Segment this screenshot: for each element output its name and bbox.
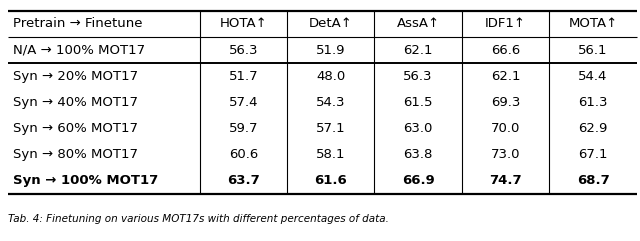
- Text: 66.9: 66.9: [402, 174, 435, 187]
- Text: IDF1↑: IDF1↑: [485, 17, 526, 30]
- Text: 63.7: 63.7: [227, 174, 260, 187]
- Text: 62.1: 62.1: [403, 44, 433, 57]
- Text: Syn → 40% MOT17: Syn → 40% MOT17: [13, 96, 138, 109]
- Text: 67.1: 67.1: [579, 148, 608, 161]
- Text: 51.7: 51.7: [228, 70, 258, 83]
- Text: 73.0: 73.0: [491, 148, 520, 161]
- Text: Pretrain → Finetune: Pretrain → Finetune: [13, 17, 142, 30]
- Text: Syn → 100% MOT17: Syn → 100% MOT17: [13, 174, 158, 187]
- Text: 69.3: 69.3: [491, 96, 520, 109]
- Text: Syn → 60% MOT17: Syn → 60% MOT17: [13, 122, 138, 135]
- Text: Syn → 80% MOT17: Syn → 80% MOT17: [13, 148, 138, 161]
- Text: 70.0: 70.0: [491, 122, 520, 135]
- Text: 61.3: 61.3: [579, 96, 608, 109]
- Text: 56.3: 56.3: [228, 44, 258, 57]
- Text: HOTA↑: HOTA↑: [220, 17, 267, 30]
- Text: AssA↑: AssA↑: [397, 17, 440, 30]
- Text: 58.1: 58.1: [316, 148, 346, 161]
- Text: 56.1: 56.1: [579, 44, 608, 57]
- Text: 57.4: 57.4: [228, 96, 258, 109]
- Text: Syn → 20% MOT17: Syn → 20% MOT17: [13, 70, 138, 83]
- Text: 63.0: 63.0: [403, 122, 433, 135]
- Text: 59.7: 59.7: [228, 122, 258, 135]
- Text: 48.0: 48.0: [316, 70, 346, 83]
- Text: 62.9: 62.9: [579, 122, 608, 135]
- Text: 54.4: 54.4: [579, 70, 608, 83]
- Text: 54.3: 54.3: [316, 96, 346, 109]
- Text: Tab. 4: Finetuning on various MOT17s with different percentages of data.: Tab. 4: Finetuning on various MOT17s wit…: [8, 214, 388, 224]
- Text: 74.7: 74.7: [490, 174, 522, 187]
- Text: MOTA↑: MOTA↑: [568, 17, 618, 30]
- Text: 61.5: 61.5: [403, 96, 433, 109]
- Text: 61.6: 61.6: [314, 174, 347, 187]
- Text: DetA↑: DetA↑: [308, 17, 353, 30]
- Text: 62.1: 62.1: [491, 70, 520, 83]
- Text: 63.8: 63.8: [403, 148, 433, 161]
- Text: 51.9: 51.9: [316, 44, 346, 57]
- Text: 57.1: 57.1: [316, 122, 346, 135]
- Text: N/A → 100% MOT17: N/A → 100% MOT17: [13, 44, 145, 57]
- Text: 56.3: 56.3: [403, 70, 433, 83]
- Text: 60.6: 60.6: [228, 148, 258, 161]
- Text: 68.7: 68.7: [577, 174, 609, 187]
- Text: 66.6: 66.6: [491, 44, 520, 57]
